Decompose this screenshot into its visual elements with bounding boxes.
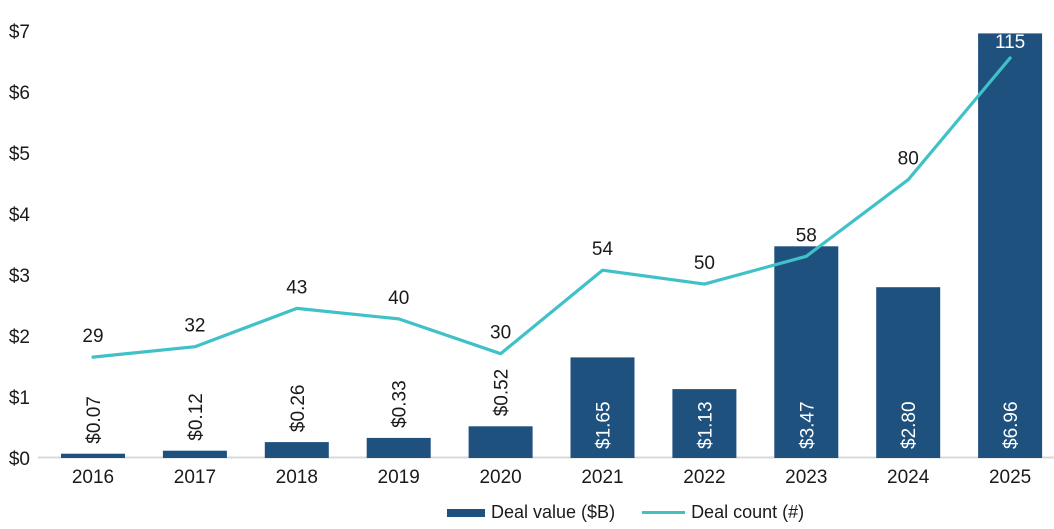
bar-value-label-2022: $1.13 (695, 401, 716, 449)
legend-item-deal-count: Deal count (#) (642, 502, 804, 523)
y-axis-tick-label: $6 (9, 83, 30, 104)
bar-2023 (774, 246, 839, 458)
y-axis-tick-label: $3 (9, 266, 30, 287)
bar-value-label-2025: $6.96 (1001, 401, 1022, 449)
bar-2018 (264, 442, 329, 458)
bar-value-label-2018: $0.26 (288, 385, 309, 433)
y-axis-tick-label: $0 (9, 449, 30, 470)
bar-2025 (978, 33, 1043, 459)
line-value-label-2022: 50 (694, 253, 715, 274)
legend-label-deal-value: Deal value ($B) (491, 502, 616, 522)
line-value-label-2025: 115 (995, 32, 1025, 53)
legend-label-deal-count: Deal count (#) (691, 502, 805, 522)
bar-value-label-2020: $0.52 (492, 369, 513, 417)
x-axis-category-label-2023: 2023 (785, 467, 827, 488)
bar-value-label-2019: $0.33 (390, 380, 411, 428)
line-value-label-2020: 30 (490, 323, 511, 344)
x-axis-category-label-2024: 2024 (887, 467, 930, 488)
line-value-label-2021: 54 (592, 239, 614, 260)
x-axis-category-label-2020: 2020 (479, 467, 521, 488)
line-value-label-2018: 43 (286, 277, 307, 298)
x-axis-category-label-2022: 2022 (683, 467, 725, 488)
bar-2021 (570, 357, 635, 458)
x-axis-category-label-2025: 2025 (989, 467, 1031, 488)
y-axis-tick-label: $2 (9, 327, 30, 348)
bar-2020 (468, 426, 533, 458)
x-axis-category-label-2017: 2017 (174, 467, 216, 488)
y-axis-tick-label: $4 (9, 205, 31, 226)
bar-2017 (162, 450, 227, 458)
x-axis-category-label-2018: 2018 (276, 467, 318, 488)
x-axis-category-label-2019: 2019 (378, 467, 420, 488)
bar-2024 (876, 287, 941, 458)
line-value-label-2017: 32 (184, 316, 205, 337)
y-axis-tick-label: $1 (9, 388, 30, 409)
x-axis-category-label-2016: 2016 (72, 467, 114, 488)
line-value-label-2019: 40 (388, 288, 409, 309)
bar-value-label-2017: $0.12 (186, 393, 207, 441)
y-axis-tick-label: $5 (9, 144, 30, 165)
bar-value-label-2016: $0.07 (84, 396, 105, 444)
bar-2016 (61, 453, 125, 458)
line-value-label-2024: 80 (898, 149, 919, 170)
line-value-label-2023: 58 (796, 225, 817, 246)
bar-2019 (366, 437, 431, 458)
line-series-swatch-icon (642, 511, 686, 514)
chart-legend: Deal value ($B) Deal count (#) (447, 502, 804, 523)
deal-count-line (91, 56, 1012, 359)
bar-value-label-2023: $3.47 (797, 401, 818, 449)
legend-item-deal-value: Deal value ($B) (447, 502, 615, 523)
bar-value-label-2024: $2.80 (899, 401, 920, 449)
bar-series-swatch-icon (447, 508, 485, 517)
bar-value-label-2021: $1.65 (594, 401, 615, 449)
line-value-label-2016: 29 (82, 326, 103, 347)
y-axis-tick-label: $7 (9, 22, 30, 43)
x-axis-category-label-2021: 2021 (581, 467, 623, 488)
bar-2022 (672, 389, 737, 458)
